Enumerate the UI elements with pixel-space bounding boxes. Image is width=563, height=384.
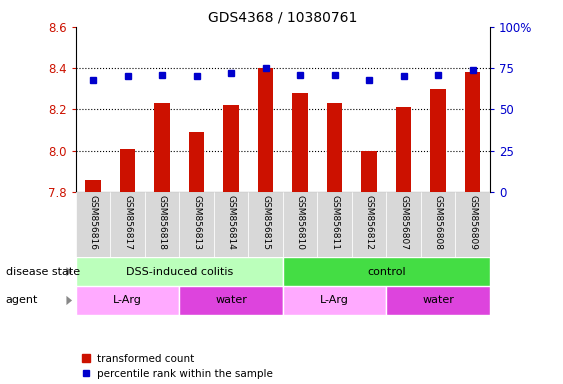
Bar xyxy=(283,286,386,315)
Text: GSM856808: GSM856808 xyxy=(434,195,443,250)
Polygon shape xyxy=(66,296,72,305)
Text: GSM856813: GSM856813 xyxy=(192,195,201,250)
Bar xyxy=(120,149,136,192)
Text: agent: agent xyxy=(6,295,38,306)
Bar xyxy=(86,180,101,192)
Bar xyxy=(396,108,412,192)
Bar xyxy=(145,192,180,257)
Bar xyxy=(76,286,180,315)
Text: GSM856815: GSM856815 xyxy=(261,195,270,250)
Text: GSM856807: GSM856807 xyxy=(399,195,408,250)
Text: control: control xyxy=(367,266,406,277)
Text: disease state: disease state xyxy=(6,266,80,277)
Text: L-Arg: L-Arg xyxy=(113,295,142,306)
Bar xyxy=(352,192,386,257)
Bar xyxy=(258,68,274,192)
Text: GSM856810: GSM856810 xyxy=(296,195,305,250)
Bar xyxy=(386,286,490,315)
Bar xyxy=(180,192,214,257)
Bar xyxy=(248,192,283,257)
Bar xyxy=(430,89,446,192)
Bar xyxy=(465,72,480,192)
Text: GSM856817: GSM856817 xyxy=(123,195,132,250)
Text: GSM856809: GSM856809 xyxy=(468,195,477,250)
Text: GSM856814: GSM856814 xyxy=(227,195,236,250)
Bar xyxy=(386,192,421,257)
Text: DSS-induced colitis: DSS-induced colitis xyxy=(126,266,233,277)
Bar xyxy=(283,257,490,286)
Bar xyxy=(292,93,308,192)
Bar xyxy=(361,151,377,192)
Bar xyxy=(318,192,352,257)
Legend: transformed count, percentile rank within the sample: transformed count, percentile rank withi… xyxy=(81,354,272,379)
Bar xyxy=(76,192,110,257)
Bar xyxy=(180,286,283,315)
Text: GSM856816: GSM856816 xyxy=(89,195,98,250)
Polygon shape xyxy=(66,267,72,276)
Text: GSM856812: GSM856812 xyxy=(365,195,374,250)
Bar xyxy=(283,192,318,257)
Bar xyxy=(455,192,490,257)
Bar xyxy=(154,103,170,192)
Bar xyxy=(214,192,248,257)
Bar xyxy=(76,257,283,286)
Text: water: water xyxy=(422,295,454,306)
Bar xyxy=(327,103,342,192)
Text: GSM856818: GSM856818 xyxy=(158,195,167,250)
Text: L-Arg: L-Arg xyxy=(320,295,349,306)
Text: GSM856811: GSM856811 xyxy=(330,195,339,250)
Title: GDS4368 / 10380761: GDS4368 / 10380761 xyxy=(208,10,358,24)
Bar xyxy=(110,192,145,257)
Bar xyxy=(189,132,204,192)
Text: water: water xyxy=(215,295,247,306)
Bar xyxy=(421,192,455,257)
Bar xyxy=(224,105,239,192)
